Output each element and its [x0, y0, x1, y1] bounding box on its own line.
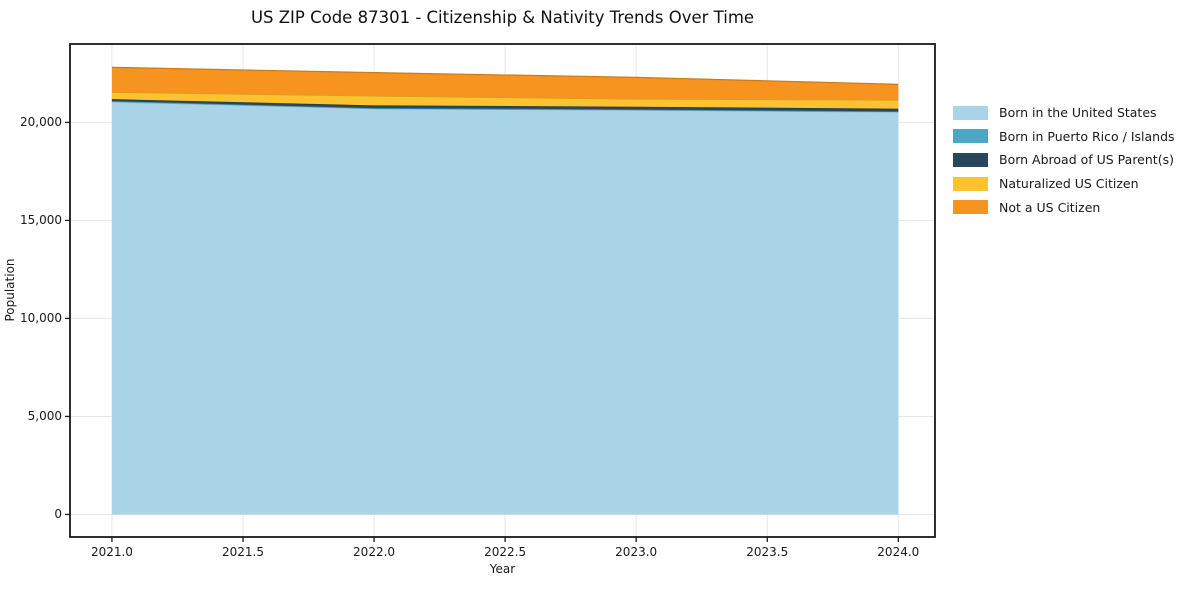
legend-swatch: [953, 129, 988, 144]
x-tick-label: 2022.0: [353, 545, 396, 559]
legend-item: Naturalized US Citizen: [953, 172, 1175, 196]
x-axis-label: Year: [489, 562, 516, 576]
legend-swatch: [953, 152, 988, 167]
x-tick-label: 2023.0: [615, 545, 658, 559]
x-tick-label: 2022.5: [484, 545, 527, 559]
y-tick-label: 15,000: [20, 213, 62, 228]
legend-item: Born Abroad of US Parent(s): [953, 148, 1175, 172]
x-tick-label: 2021.5: [222, 545, 264, 559]
area-edge: [111, 66, 899, 85]
legend-item: Born in the United States: [953, 101, 1175, 125]
legend: Born in the United States Born in Puerto …: [953, 101, 1175, 219]
x-tick-label: 2024.0: [877, 545, 920, 559]
y-tick-label: 10,000: [20, 311, 62, 326]
y-tick-label: 0: [54, 507, 62, 522]
legend-item: Not a US Citizen: [953, 195, 1175, 219]
area-not-a-us-citizen: [111, 67, 899, 101]
area-born-in-the-united-states: [111, 101, 899, 515]
x-tick-label: 2021.0: [90, 545, 133, 559]
area-born-abroad-of-us-parent-s-: [111, 99, 899, 112]
y-tick-label: 20,000: [20, 115, 62, 130]
legend-label: Born in Puerto Rico / Islands: [999, 128, 1175, 144]
legend-label: Born in the United States: [999, 105, 1157, 121]
legend-label: Born Abroad of US Parent(s): [999, 152, 1174, 168]
legend-swatch: [953, 176, 988, 191]
legend-label: Naturalized US Citizen: [999, 176, 1139, 192]
chart-title: US ZIP Code 87301 - Citizenship & Nativi…: [250, 8, 755, 27]
legend-swatch: [953, 105, 988, 120]
x-tick-label: 2023.5: [746, 545, 789, 559]
plot-border: [69, 43, 936, 538]
legend-swatch: [953, 200, 988, 215]
y-tick-label: 5,000: [27, 409, 62, 424]
legend-label: Not a US Citizen: [999, 199, 1101, 215]
legend-item: Born in Puerto Rico / Islands: [953, 125, 1175, 149]
area-naturalized-us-citizen: [111, 92, 899, 109]
